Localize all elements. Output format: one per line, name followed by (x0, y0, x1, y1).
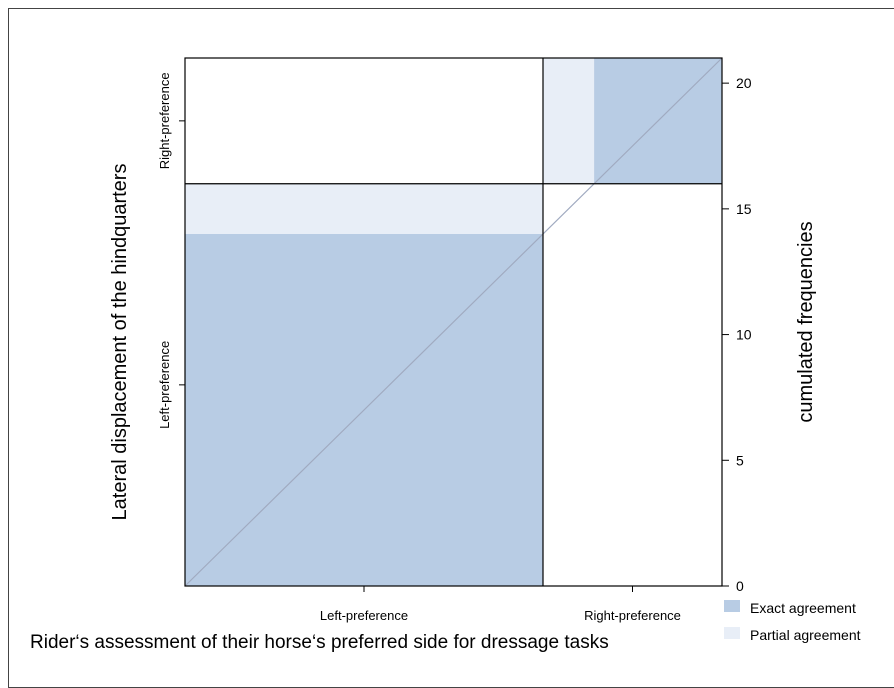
legend-swatch-partial (724, 627, 740, 639)
y-tick-label-right-preference: Right-preference (157, 72, 172, 169)
y2-tick-label-15: 15 (736, 201, 752, 217)
agreement-chart: 0 5 10 15 20 Left-preference Right-preference L… (30, 57, 861, 653)
legend: Exact agreement Partial agreement (724, 600, 861, 643)
legend-label-exact: Exact agreement (750, 600, 856, 616)
x-tick-label-right-preference: Right-preference (584, 608, 681, 623)
y2-axis-title: cumulated frequencies (795, 221, 817, 422)
y2-tick-label-10: 10 (736, 327, 752, 343)
y2-tick-label-0: 0 (736, 578, 744, 594)
y-tick-label-left-preference: Left-preference (157, 341, 172, 429)
y-axis-title: Lateral displacement of the hindquarters (109, 164, 131, 521)
y2-tick-label-5: 5 (736, 452, 744, 468)
axis-ticks: 0 5 10 15 20 Left-preference Right-preference L… (157, 58, 752, 623)
x-axis-title: Rider‘s assessment of their horse‘s pref… (30, 632, 609, 653)
y2-tick-label-20: 20 (736, 75, 752, 91)
x-tick-label-left-preference: Left-preference (320, 608, 408, 623)
legend-label-partial: Partial agreement (750, 627, 861, 643)
legend-swatch-exact (724, 600, 740, 612)
diagonal-line (184, 57, 723, 587)
